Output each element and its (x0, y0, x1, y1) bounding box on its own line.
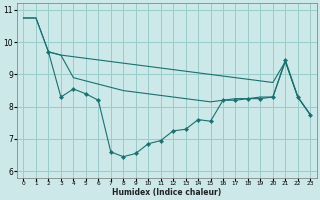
X-axis label: Humidex (Indice chaleur): Humidex (Indice chaleur) (112, 188, 221, 197)
